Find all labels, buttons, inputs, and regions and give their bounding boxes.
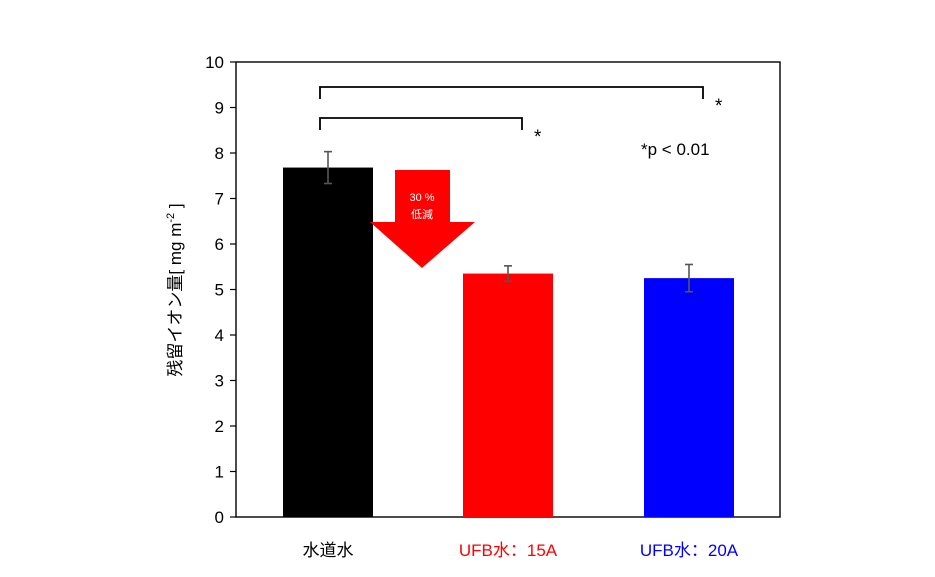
x-axis-category-labels: 水道水 UFB水：15A UFB水：20A (303, 541, 739, 560)
significance-brackets: ** (319, 86, 723, 148)
y-tick-label: 7 (215, 190, 224, 209)
error-bars (324, 150, 693, 293)
reduction-arrow-percent: 30 % (409, 192, 434, 204)
y-tick-label: 2 (215, 417, 224, 436)
y-axis-ticks: 0 1 2 3 4 5 6 7 8 9 10 (205, 53, 236, 527)
reduction-arrow-shape (370, 170, 475, 268)
significance-bracket (319, 117, 523, 130)
reduction-arrow-label: 低減 (411, 207, 433, 221)
x-category-label: 水道水 (303, 541, 354, 560)
y-axis-label: 残留イオン量[ mg m-2 ] (165, 203, 185, 376)
bar (283, 167, 373, 517)
reduction-arrow: 30 % 低減 (370, 170, 475, 268)
significance-star: * (534, 127, 542, 148)
y-axis-label-close: ] (166, 203, 185, 212)
bar (644, 278, 734, 517)
x-category-label: UFB水：20A (640, 541, 739, 560)
y-tick-label: 4 (215, 326, 224, 345)
y-axis-label-main: 残留イオン量 (166, 275, 185, 377)
p-value-note: *p < 0.01 (641, 140, 710, 159)
x-category-label: UFB水：15A (459, 541, 558, 560)
significance-star: * (715, 96, 723, 117)
y-tick-label: 10 (205, 53, 224, 72)
y-tick-label: 6 (215, 235, 224, 254)
significance-bracket (319, 86, 704, 99)
y-tick-label: 5 (215, 281, 224, 300)
y-tick-label: 1 (215, 463, 224, 482)
bars (283, 167, 734, 517)
y-tick-label: 3 (215, 372, 224, 391)
bar (463, 273, 553, 517)
y-axis-label-exponent: -2 (165, 213, 177, 223)
y-axis-label-unit: [ mg m (166, 223, 185, 275)
y-tick-label: 8 (215, 144, 224, 163)
y-tick-label: 0 (215, 508, 224, 527)
y-tick-label: 9 (215, 99, 224, 118)
